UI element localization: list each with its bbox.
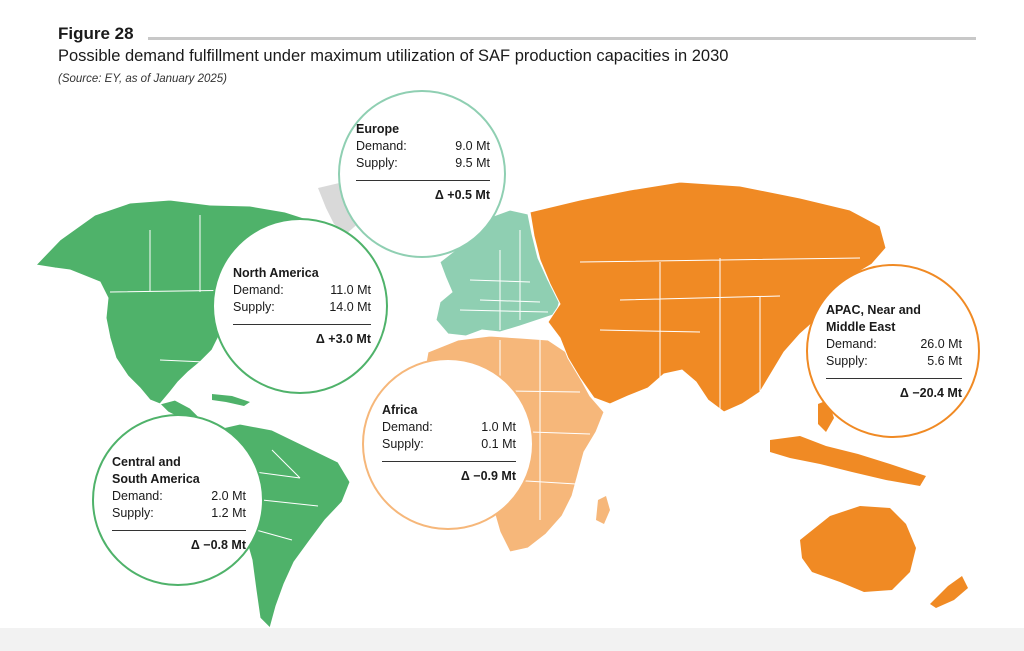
europe-demand-row: Demand: 9.0 Mt [356, 138, 490, 155]
europe-supply-value: 9.5 Mt [455, 156, 490, 170]
north-america-bubble: North America Demand: 11.0 Mt Supply: 14… [212, 218, 388, 394]
apac-delta: Δ −20.4 Mt [899, 386, 962, 400]
figure-title: Possible demand fulfillment under maximu… [58, 47, 729, 65]
apac-shape [529, 181, 887, 413]
apac-borders [579, 257, 861, 410]
south-america-borders [239, 449, 319, 541]
north-america-demand-label: Demand: [233, 283, 284, 297]
africa-supply-value: 0.1 Mt [481, 437, 516, 451]
south-america-supply-label: Supply: [112, 506, 154, 520]
apac-demand-row: Demand: 26.0 Mt [826, 336, 962, 353]
africa-demand-value: 1.0 Mt [481, 420, 516, 434]
africa-supply-label: Supply: [382, 437, 424, 451]
north-america-supply-value: 14.0 Mt [329, 300, 371, 314]
africa-bubble: Africa Demand: 1.0 Mt Supply: 0.1 Mt Δ −… [362, 358, 534, 530]
apac-supply-label: Supply: [826, 354, 868, 368]
australia-shape [800, 506, 916, 592]
figure-source: (Source: EY, as of January 2025) [58, 73, 227, 85]
europe-name: Europe [356, 122, 400, 136]
new-zealand-shape [930, 576, 968, 608]
north-america-demand-value: 11.0 Mt [330, 283, 371, 297]
north-america-borders [109, 215, 251, 363]
header-rule [148, 37, 976, 40]
apac-name-line1: APAC, Near and [826, 303, 921, 317]
south-america-name-line2: South America [112, 472, 200, 486]
europe-bubble: Europe Demand: 9.0 Mt Supply: 9.5 Mt Δ +… [338, 90, 506, 258]
africa-name: Africa [382, 403, 418, 417]
africa-supply-row: Supply: 0.1 Mt [382, 436, 516, 453]
europe-borders [459, 230, 549, 330]
europe-supply-label: Supply: [356, 156, 398, 170]
apac-demand-label: Demand: [826, 337, 877, 351]
north-america-supply-row: Supply: 14.0 Mt [233, 299, 371, 316]
southeast-asia-islands-shape [770, 436, 926, 486]
south-america-demand-value: 2.0 Mt [211, 489, 246, 503]
europe-supply-row: Supply: 9.5 Mt [356, 155, 490, 172]
bottom-band [0, 628, 1024, 651]
africa-demand-label: Demand: [382, 420, 433, 434]
south-america-bubble: Central and South America Demand: 2.0 Mt… [92, 414, 264, 586]
apac-name-line2: Middle East [826, 320, 896, 334]
north-america-divider [233, 324, 371, 325]
europe-delta: Δ +0.5 Mt [434, 188, 490, 202]
south-america-supply-row: Supply: 1.2 Mt [112, 505, 246, 522]
figure-label: Figure 28 [58, 24, 134, 43]
south-america-demand-label: Demand: [112, 489, 163, 503]
south-america-supply-value: 1.2 Mt [211, 506, 246, 520]
north-america-name: North America [233, 266, 319, 280]
south-america-demand-row: Demand: 2.0 Mt [112, 488, 246, 505]
caribbean-shape [212, 394, 250, 406]
apac-bubble: APAC, Near and Middle East Demand: 26.0 … [806, 264, 980, 438]
europe-demand-label: Demand: [356, 139, 407, 153]
africa-demand-row: Demand: 1.0 Mt [382, 419, 516, 436]
europe-demand-value: 9.0 Mt [455, 139, 490, 153]
madagascar-shape [596, 496, 610, 524]
south-america-divider [112, 530, 246, 531]
europe-divider [356, 180, 490, 181]
apac-supply-value: 5.6 Mt [927, 354, 962, 368]
apac-divider [826, 378, 962, 379]
south-america-name-line1: Central and [112, 455, 181, 469]
north-america-demand-row: Demand: 11.0 Mt [233, 282, 371, 299]
apac-demand-value: 26.0 Mt [920, 337, 962, 351]
north-america-delta: Δ +3.0 Mt [315, 332, 371, 346]
south-america-delta: Δ −0.8 Mt [190, 538, 246, 552]
apac-supply-row: Supply: 5.6 Mt [826, 353, 962, 370]
africa-divider [382, 461, 516, 462]
africa-delta: Δ −0.9 Mt [460, 469, 516, 483]
north-america-supply-label: Supply: [233, 300, 275, 314]
